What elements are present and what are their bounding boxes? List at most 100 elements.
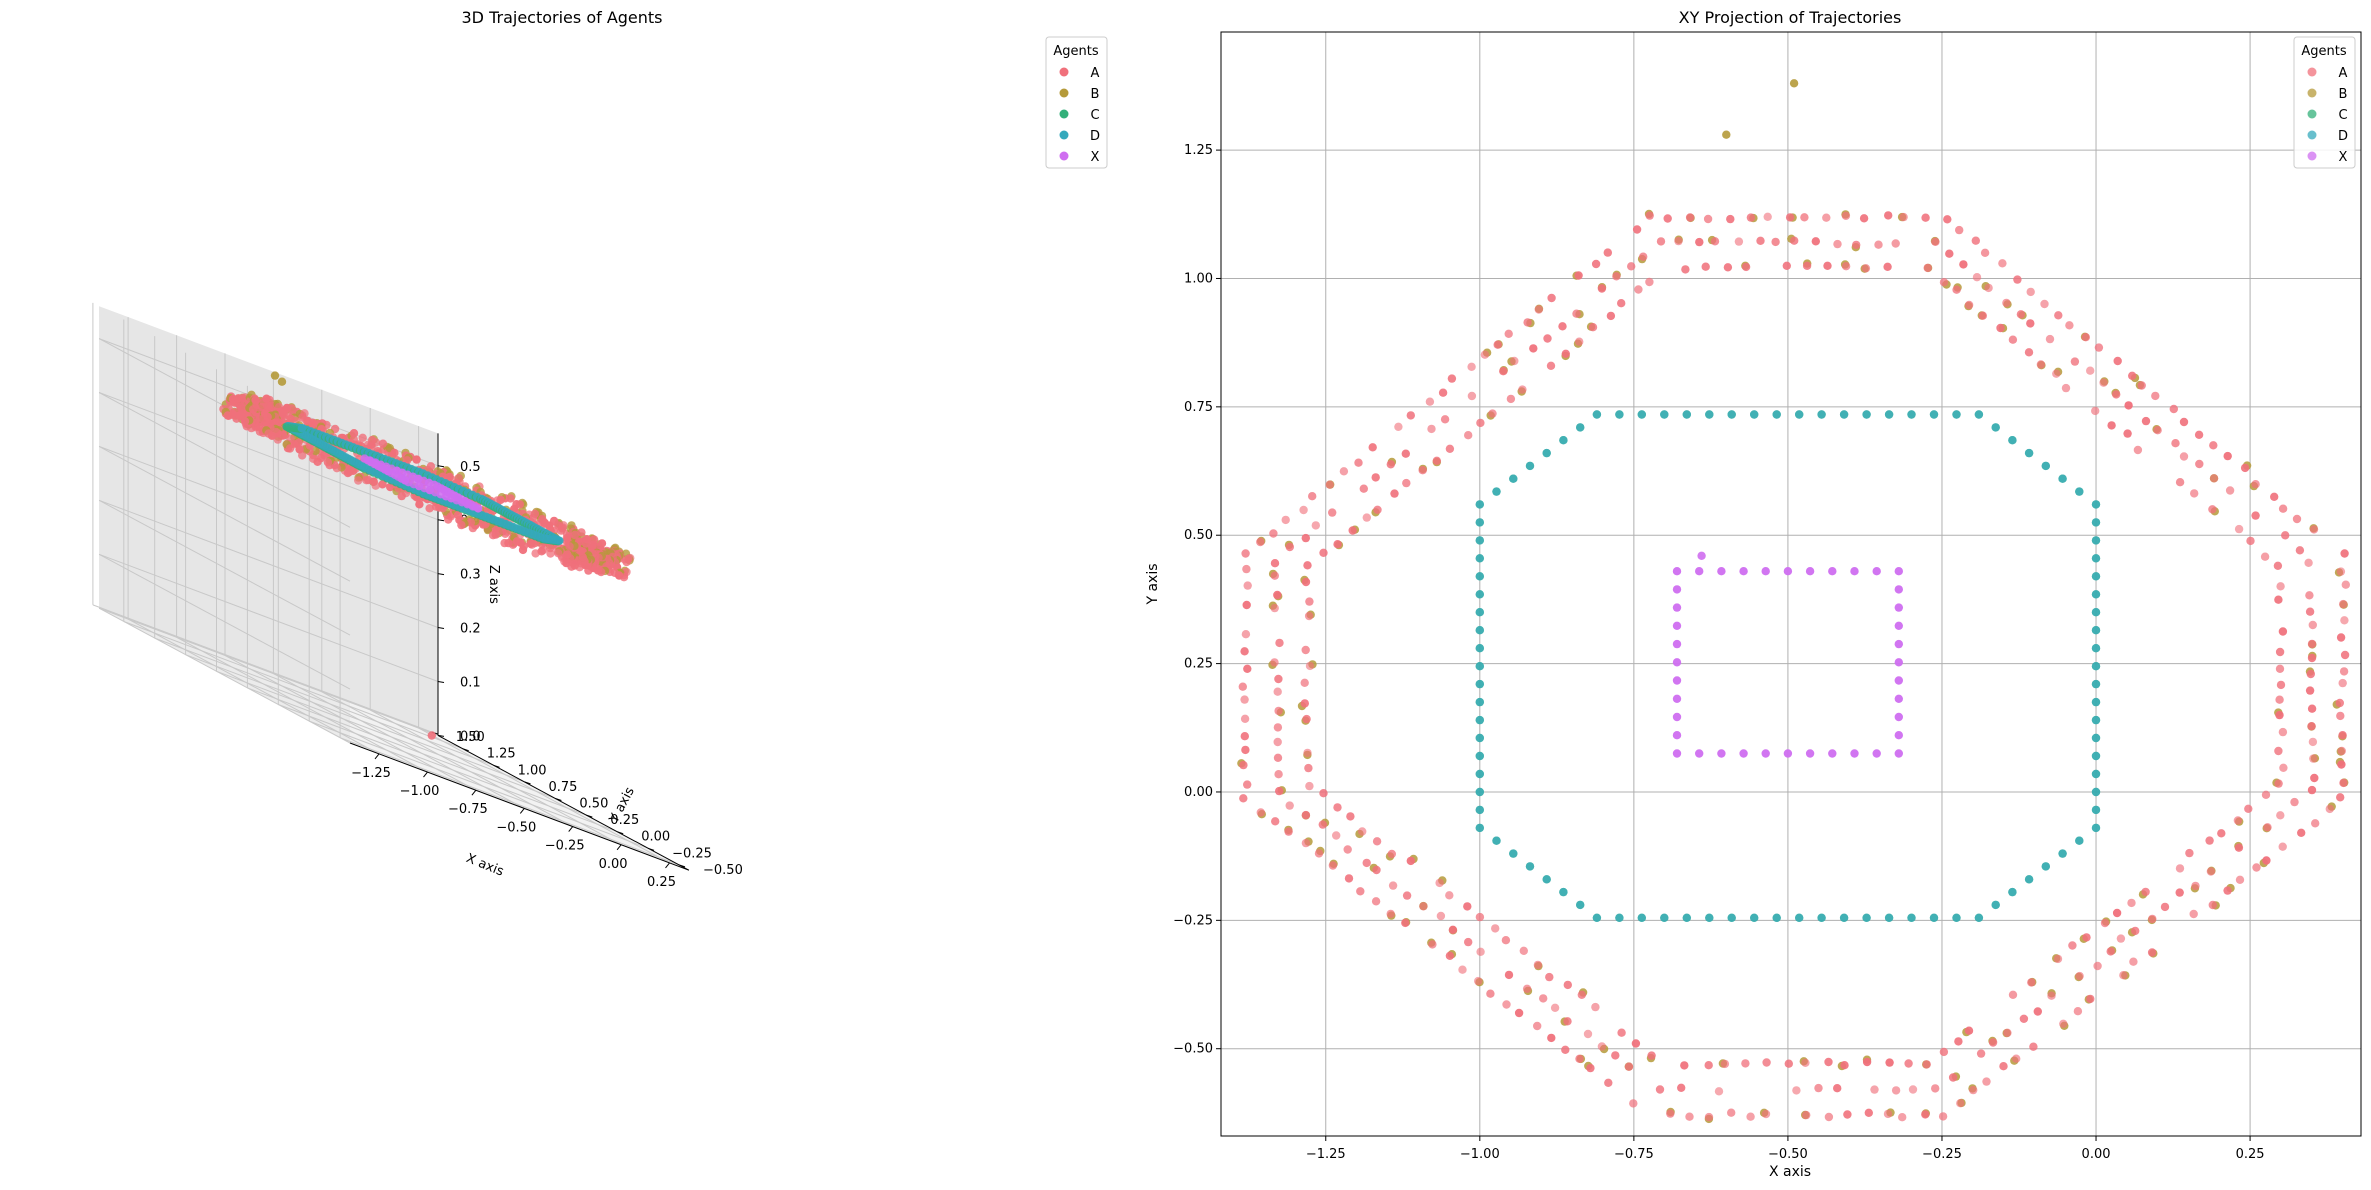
chart-2d-point-D: [1542, 875, 1551, 884]
chart-2d-point-A: [2338, 678, 2347, 688]
chart-3d-point-A: [223, 411, 232, 420]
chart-2d-point-A: [1604, 1078, 1613, 1088]
chart-2d-legend-label-A: A: [2339, 66, 2348, 81]
chart-2d-point-D: [2091, 572, 2101, 581]
chart-2d-point-A: [1256, 808, 1266, 817]
chart-3d-z-gridline: [98, 499, 439, 628]
chart-2d-point-A: [1305, 597, 1314, 606]
chart-2d-point-A: [1964, 300, 1974, 310]
chart-2d-point-A: [1394, 422, 1403, 431]
chart-2d-point-X: [1850, 749, 1859, 758]
chart-2d-point-A: [1982, 1077, 1991, 1086]
chart-2d-point-A: [2339, 599, 2348, 609]
chart-2d-point-D: [1475, 554, 1485, 563]
chart-2d-point-A: [1348, 526, 1357, 535]
chart-2d-point-A: [2191, 881, 2200, 891]
chart-2d-point-A: [1945, 249, 1954, 258]
chart-2d-point-A: [1401, 449, 1411, 458]
chart-2d-point-A: [2276, 811, 2285, 820]
chart-3d-legend-label-D: D: [1090, 129, 1100, 144]
chart-3d-point-A: [540, 519, 549, 528]
chart-2d-point-A: [1304, 763, 1313, 773]
chart-2d-point-A: [1645, 277, 1654, 287]
chart-3d-title: 3D Trajectories of Agents: [461, 8, 662, 27]
chart-2d-point-A: [1358, 827, 1367, 836]
chart-2d-point-A: [1800, 213, 1809, 222]
chart-2d-x-tick-label: 0.00: [2082, 1147, 2111, 1162]
chart-2d-point-A: [1371, 473, 1380, 482]
chart-2d-point-A: [1841, 262, 1851, 271]
chart-2d-point-A: [1332, 831, 1341, 840]
chart-2d-point-A: [2070, 357, 2080, 366]
chart-2d-point-A: [2107, 421, 2116, 430]
chart-3d-point-A: [546, 543, 555, 553]
chart-3d-z-tick: [437, 519, 445, 522]
chart-2d-point-A: [1546, 361, 1556, 370]
chart-3d-z-tick: [437, 465, 445, 468]
chart-2d-point-A: [2336, 633, 2346, 642]
chart-3d-outlier-A: [427, 731, 436, 740]
chart-2d-point-D: [2091, 769, 2101, 779]
chart-2d-point-D: [2091, 733, 2101, 743]
chart-2d-y-tick-label: −0.25: [1173, 913, 1213, 928]
chart-2d-point-D: [2041, 862, 2050, 871]
chart-2d-point-D: [2091, 697, 2101, 707]
chart-3d-point-A: [570, 561, 579, 570]
chart-2d-point-D: [2091, 823, 2101, 833]
chart-3d-y-tick-label: 0.75: [549, 780, 578, 795]
chart-2d-point-D: [1475, 733, 1485, 743]
chart-2d-points: [1237, 79, 2350, 1124]
chart-2d-point-A: [1938, 1112, 1948, 1121]
chart-3d-x-tick-label: −0.25: [545, 839, 585, 854]
chart-2d-point-X: [1761, 567, 1770, 576]
chart-3d-point-A: [426, 462, 436, 471]
chart-2d-point-D: [2091, 554, 2101, 563]
chart-3d-point-A: [287, 404, 296, 413]
chart-2d-point-D: [2091, 608, 2101, 617]
chart-2d-point-A: [1240, 647, 1249, 656]
chart-2d-point-D: [1907, 410, 1916, 419]
chart-2d-point-A: [1603, 248, 1613, 257]
chart-2d-point-D: [2091, 590, 2101, 599]
chart-2d-point-D: [1492, 487, 1501, 496]
chart-2d-point-A: [2234, 843, 2244, 852]
chart-2d-point-A: [1978, 311, 1988, 320]
chart-2d-point-D: [1991, 423, 2000, 432]
chart-2d-point-A: [1823, 261, 1832, 270]
chart-2d-point-A: [2171, 439, 2180, 448]
chart-2d-point-A: [2337, 760, 2346, 769]
chart-2d-point-D: [2075, 487, 2084, 496]
chart-2d-point-D: [1817, 913, 1826, 922]
chart-2d-point-A: [1319, 548, 1328, 557]
chart-2d-point-A: [1271, 817, 1280, 826]
chart-2d-point-A: [1741, 262, 1751, 272]
chart-2d-point-A: [1891, 239, 1900, 248]
chart-2d-point-A: [1339, 467, 1349, 476]
chart-2d-point-A: [2127, 898, 2136, 908]
chart-2d-point-A: [1988, 1038, 1998, 1047]
chart-3d-z-gridline: [98, 553, 351, 690]
chart-2d-point-A: [2029, 1042, 2038, 1051]
chart-3d-x-tick: [616, 844, 622, 851]
chart-2d-point-A: [1333, 803, 1342, 812]
chart-3d-x-axis-label: X axis: [464, 851, 506, 880]
chart-2d-point-D: [2058, 474, 2067, 483]
chart-3d-point-A: [309, 454, 318, 463]
chart-2d-point-A: [1491, 924, 1500, 933]
chart-2d-point-D: [1592, 410, 1602, 419]
chart-3d-legend-marker-B: [1059, 88, 1069, 98]
chart-3d-y-gridline: [339, 737, 680, 866]
chart-2d-point-A: [1486, 989, 1495, 998]
chart-2d-point-D: [1862, 913, 1871, 922]
chart-2d-y-tick-label: 0.50: [1184, 528, 1213, 543]
chart-2d-point-A: [2147, 948, 2157, 957]
chart-2d-point-A: [1631, 1039, 1641, 1048]
chart-2d-point-A: [1281, 515, 1290, 525]
chart-2d-point-A: [2297, 828, 2306, 837]
chart-2d-point-X: [1672, 694, 1682, 703]
chart-3d-y-tick-label: −0.50: [703, 863, 743, 878]
chart-2d-point-A: [2278, 842, 2287, 851]
chart-3d-x-tick: [374, 753, 380, 760]
chart-3d-point-A: [565, 542, 574, 551]
chart-2d-point-A: [1301, 533, 1311, 543]
